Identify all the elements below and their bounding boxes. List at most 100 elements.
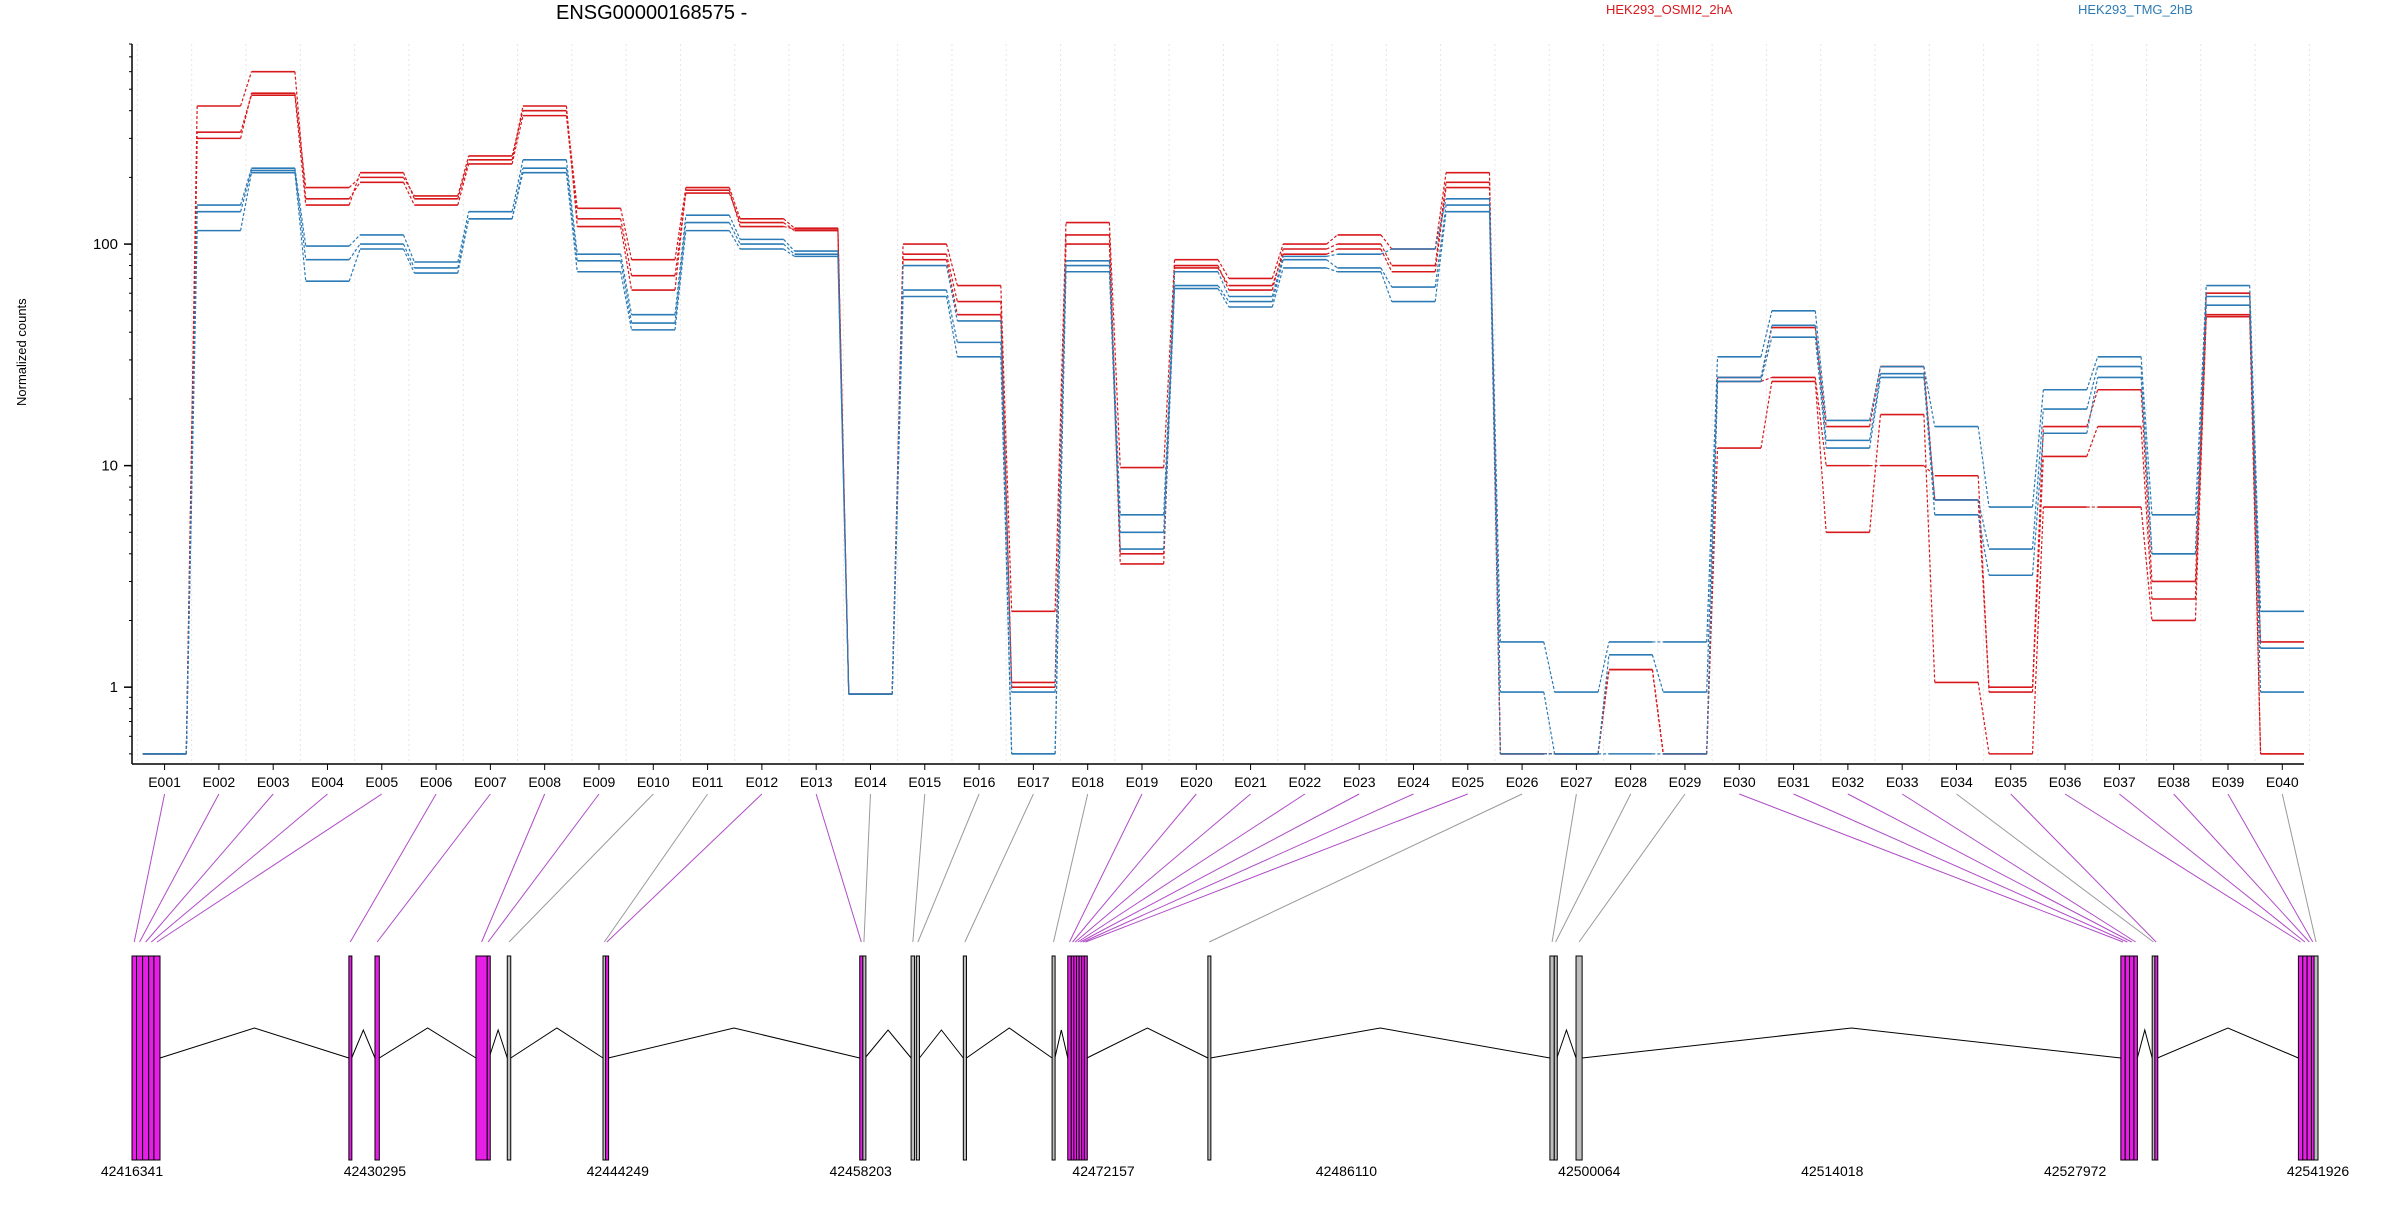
- genomic-axis: 42416341 42430295 42444249 42458203 42472157…: [101, 1163, 2350, 1179]
- series-connector: [783, 248, 795, 257]
- exon-connector: [1069, 793, 1143, 943]
- y-axis: 1 10 100: [93, 43, 133, 764]
- series-connector: [1163, 271, 1176, 515]
- series-connector: [1108, 222, 1121, 468]
- series-connector: [1380, 271, 1393, 302]
- exon-box: [348, 955, 353, 1161]
- series-connector: [1814, 325, 1827, 441]
- x-tick-label: E011: [692, 774, 724, 790]
- series-connector: [1434, 187, 1447, 272]
- intron: [1086, 1027, 1209, 1059]
- series-connector: [2249, 305, 2262, 693]
- series-connector: [1326, 267, 1338, 273]
- series-connector: [783, 225, 795, 230]
- series-connector: [2194, 316, 2207, 600]
- x-tick-label: E013: [800, 774, 833, 790]
- series-connector: [1326, 234, 1338, 245]
- series-connector: [1271, 254, 1284, 286]
- series-connector: [1217, 267, 1230, 286]
- series-connector: [1760, 310, 1773, 357]
- series-connector: [1326, 243, 1338, 250]
- series-connector: [1760, 376, 1773, 382]
- exon-connector: [2119, 793, 2306, 943]
- series-connector: [2140, 377, 2153, 554]
- exon-box: [2120, 955, 2126, 1161]
- series-connector: [2194, 285, 2207, 515]
- series-connector: [1977, 475, 1990, 693]
- series-connector: [511, 115, 524, 165]
- genomic-coordinate-label: 42527972: [2044, 1163, 2107, 1179]
- genomic-coordinate-label: 42458203: [830, 1163, 893, 1179]
- legend-entry-tmg: HEK293_TMG_2hB: [2078, 2, 2193, 17]
- series-connector: [348, 243, 361, 261]
- series-connector: [1108, 271, 1121, 550]
- series-connector: [1597, 641, 1610, 693]
- series-connector: [2140, 356, 2153, 515]
- exon-connector: [1085, 793, 1468, 943]
- series-connector: [511, 105, 524, 160]
- y-tick-label: 10: [101, 458, 118, 475]
- exon-connector: [139, 793, 220, 943]
- exon-connector: [376, 793, 491, 943]
- series-connector: [402, 234, 415, 263]
- series-connector: [1543, 641, 1556, 693]
- x-tick-label: E022: [1289, 774, 1322, 790]
- exon-box: [2129, 955, 2135, 1161]
- series-HEK293_TMG_2hB: [142, 171, 2304, 755]
- series-connector: [1706, 381, 1719, 754]
- series-connector: [1923, 377, 1936, 515]
- series-connector: [891, 296, 904, 695]
- x-axis: E001 E002 E003 E004 E005 E006 E007 E008 E009 E010…: [132, 763, 2304, 790]
- series-connector: [1326, 259, 1338, 269]
- series-connector: [457, 163, 470, 206]
- series-connector: [1434, 172, 1447, 250]
- genomic-coordinate-label: 42500064: [1558, 1163, 1621, 1179]
- x-tick-label: E012: [746, 774, 779, 790]
- series-connector: [2031, 433, 2044, 576]
- series-connector: [348, 234, 361, 247]
- x-tick-label: E030: [1723, 774, 1756, 790]
- series-connector: [1760, 337, 1773, 382]
- series-connector: [945, 254, 958, 302]
- exon-connector: [815, 793, 862, 943]
- series-connector: [457, 159, 470, 200]
- series-connector: [1760, 325, 1773, 378]
- series-connector: [1054, 271, 1067, 754]
- series-connector: [1488, 211, 1501, 754]
- exon-connector: [1208, 793, 1523, 943]
- series-connector: [728, 214, 741, 240]
- exon-connector: [1555, 793, 1632, 943]
- x-tick-label: E009: [583, 774, 616, 790]
- exon-connector: [606, 793, 763, 943]
- exon-box: [1083, 955, 1088, 1161]
- series-connector: [945, 289, 958, 343]
- series-connector: [1977, 682, 1990, 754]
- genomic-coordinate-label: 42514018: [1801, 1163, 1864, 1179]
- series-connector: [457, 155, 470, 197]
- series-connector: [620, 254, 633, 315]
- series-connector: [1217, 265, 1230, 291]
- genomic-coordinate-label: 42472157: [1072, 1163, 1135, 1179]
- exon-connector: [481, 793, 546, 943]
- series-connector: [1217, 271, 1230, 297]
- exon-box: [1207, 955, 1212, 1161]
- x-tick-label: E037: [2103, 774, 2136, 790]
- series-connector: [674, 222, 687, 324]
- series-connector: [240, 71, 253, 107]
- exon-connector: [964, 793, 1034, 943]
- series-connector: [2249, 285, 2262, 612]
- x-tick-label: E025: [1451, 774, 1484, 790]
- grid-lines: [136, 44, 2310, 764]
- series-connector: [2086, 377, 2099, 434]
- exon-box: [131, 955, 138, 1161]
- series-connector: [1977, 514, 1990, 576]
- exon-connector: [1739, 793, 2124, 943]
- series-connector: [1434, 211, 1447, 302]
- series-connector: [728, 190, 741, 227]
- series-connector: [783, 218, 795, 229]
- exon-connector: [1052, 793, 1089, 943]
- exon-connector: [2010, 793, 2157, 943]
- series-connector: [2194, 305, 2207, 554]
- series-connector: [511, 172, 524, 219]
- series-connector: [565, 168, 578, 261]
